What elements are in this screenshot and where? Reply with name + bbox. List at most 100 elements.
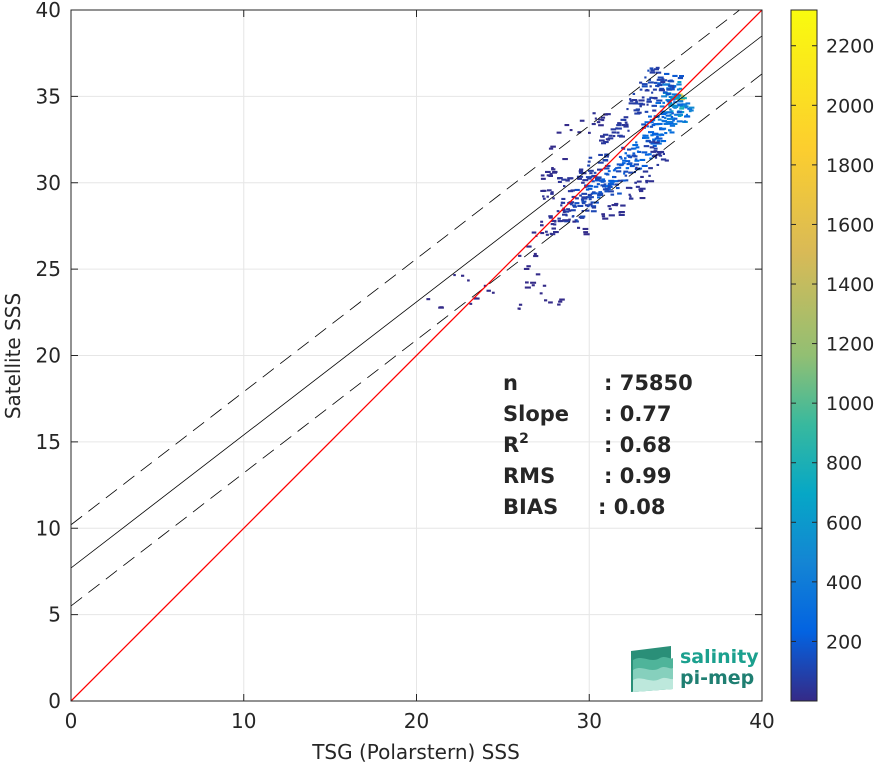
density-cell	[631, 99, 638, 102]
density-cell	[607, 205, 611, 208]
density-cell	[656, 163, 660, 166]
density-cell	[623, 172, 626, 175]
density-cell	[568, 218, 571, 221]
density-cell	[587, 204, 590, 207]
salinity-pimep-logo: salinity pi-mep	[631, 646, 759, 692]
density-cell	[570, 209, 576, 212]
density-cell	[604, 167, 610, 170]
density-cell	[600, 135, 605, 138]
density-cell	[548, 301, 553, 304]
density-cell	[651, 91, 654, 94]
density-cell	[591, 180, 595, 183]
density-cell	[581, 196, 588, 199]
density-cell	[545, 170, 551, 173]
density-cell	[676, 94, 682, 97]
density-cell	[623, 125, 629, 128]
density-cell	[626, 108, 629, 111]
density-cell	[607, 184, 612, 187]
density-cell	[526, 265, 531, 268]
density-cell	[641, 164, 648, 167]
density-cell	[661, 95, 668, 98]
density-cell	[524, 286, 531, 289]
density-cell	[461, 274, 465, 277]
density-cell	[648, 180, 655, 183]
density-cell	[633, 102, 636, 105]
density-cell	[624, 174, 628, 177]
density-cell	[559, 298, 565, 301]
density-cell	[531, 284, 535, 287]
density-cell	[584, 204, 589, 207]
density-cell	[580, 198, 584, 201]
density-cell	[671, 112, 674, 115]
density-cell	[637, 150, 642, 153]
density-cell	[668, 84, 675, 87]
density-cell	[565, 179, 570, 182]
density-cell	[587, 169, 594, 172]
density-cell	[615, 204, 618, 207]
density-cell	[632, 92, 636, 95]
density-cell	[639, 197, 646, 200]
density-cell	[639, 105, 642, 108]
density-cell	[426, 298, 431, 301]
density-cell	[598, 124, 604, 127]
colorbar-tick-label: 1600	[826, 214, 874, 236]
density-cell	[587, 160, 591, 163]
density-cell	[612, 175, 615, 178]
density-cell	[572, 220, 576, 223]
density-cell	[670, 115, 674, 118]
density-cell	[587, 187, 593, 190]
colorbar-tick-label: 2000	[826, 95, 874, 117]
density-cell	[548, 215, 553, 218]
logo-text-pimep: pi-mep	[680, 667, 754, 689]
density-cell	[551, 168, 556, 171]
density-cell	[550, 145, 556, 148]
density-cell	[666, 111, 672, 114]
density-cell	[664, 79, 668, 82]
density-cell	[580, 216, 585, 219]
density-cell	[648, 153, 652, 156]
density-cell	[665, 99, 672, 102]
density-cell	[583, 231, 589, 234]
density-cell	[616, 187, 620, 190]
density-cell	[526, 245, 532, 248]
density-cell	[677, 103, 684, 106]
density-cell	[579, 194, 582, 197]
density-cell	[574, 202, 580, 205]
density-cell	[615, 167, 618, 170]
density-cell	[550, 192, 553, 195]
density-cell	[626, 163, 633, 166]
density-cell	[624, 157, 627, 160]
density-cell	[623, 118, 627, 121]
density-cell	[679, 99, 683, 102]
density-cell	[630, 187, 633, 190]
density-cell	[577, 177, 582, 180]
density-cell	[678, 113, 683, 116]
y-tick-label: 30	[36, 171, 61, 195]
density-cell	[664, 83, 671, 86]
density-cell	[666, 100, 672, 103]
density-cell	[653, 68, 659, 71]
density-cell	[586, 196, 590, 199]
density-cell	[491, 291, 495, 294]
density-cell	[623, 116, 629, 119]
density-cell	[566, 208, 570, 211]
colorbar-tick-label: 600	[826, 512, 862, 534]
density-cell	[564, 210, 570, 213]
density-cell	[569, 129, 573, 132]
density-cell	[650, 134, 654, 137]
density-cell	[655, 153, 661, 156]
density-cell	[657, 122, 663, 125]
density-cell	[518, 303, 523, 306]
density-cell	[668, 80, 675, 83]
stat-value: : 0.77	[604, 402, 672, 426]
density-cell	[578, 170, 583, 173]
density-cell	[636, 180, 642, 183]
density-cell	[591, 174, 598, 177]
density-cell	[572, 205, 577, 208]
density-cell	[650, 142, 656, 145]
density-cell	[591, 192, 598, 195]
density-cell	[616, 124, 622, 127]
colorbar-tick-label: 800	[826, 453, 862, 475]
density-cell	[629, 99, 634, 102]
